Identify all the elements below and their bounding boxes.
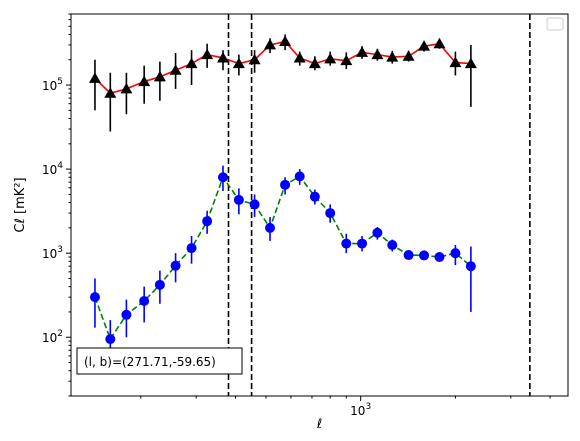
annotation-text: (l, b)=(271.71,-59.65)	[84, 355, 216, 369]
y-axis-label: Cℓ [mK²]	[13, 177, 28, 232]
data-point	[248, 53, 261, 65]
data-point	[249, 199, 260, 210]
x-tick-label: 103	[350, 402, 371, 418]
data-point	[434, 252, 445, 263]
data-point	[372, 227, 383, 238]
legend-box	[546, 17, 564, 31]
data-point	[433, 37, 446, 49]
data-point	[138, 75, 151, 87]
data-point	[280, 179, 291, 190]
data-point	[233, 194, 244, 205]
data-point	[419, 250, 430, 261]
data-point	[105, 334, 116, 345]
data-point	[264, 38, 277, 50]
y-tick-label: 104	[42, 161, 63, 177]
data-point	[169, 64, 182, 75]
data-point	[216, 51, 229, 63]
data-point	[402, 50, 415, 61]
data-point	[88, 72, 101, 83]
series-1	[89, 165, 476, 371]
y-tick-label: 103	[42, 245, 63, 261]
data-point	[357, 238, 368, 249]
axis-ticks: 102 103 104 105 103	[42, 13, 551, 418]
data-point	[153, 70, 166, 82]
data-point	[265, 222, 276, 233]
data-point	[325, 208, 336, 219]
data-point	[139, 295, 150, 306]
data-point	[449, 56, 462, 68]
data-point	[341, 238, 352, 249]
data-point	[154, 279, 165, 290]
data-point	[185, 57, 198, 69]
data-point	[89, 292, 100, 303]
series-layer	[88, 34, 477, 371]
data-point	[294, 171, 305, 182]
data-point	[464, 57, 477, 69]
data-point	[232, 57, 245, 69]
data-point	[170, 260, 181, 271]
data-point	[356, 46, 369, 57]
data-point	[340, 54, 353, 66]
data-point	[450, 248, 461, 259]
series-line	[94, 175, 472, 341]
data-point	[308, 57, 321, 69]
annotation-box	[76, 347, 243, 375]
data-point	[465, 261, 476, 272]
vertical-reference-lines	[227, 14, 531, 396]
data-point	[120, 82, 133, 94]
y-tick-label: 105	[42, 77, 63, 93]
data-point	[186, 243, 197, 254]
data-point	[387, 240, 398, 251]
data-point	[104, 87, 117, 98]
plot-frame	[70, 13, 569, 397]
data-point	[371, 48, 384, 60]
data-point	[293, 51, 306, 63]
data-point	[418, 40, 431, 51]
series-0	[88, 34, 477, 132]
data-point	[217, 172, 228, 183]
series-line	[94, 40, 471, 95]
data-point	[202, 216, 213, 227]
data-point	[386, 51, 399, 62]
data-point	[324, 52, 337, 64]
data-point	[121, 309, 132, 320]
data-point	[279, 35, 292, 46]
x-axis-label: ℓ	[316, 417, 322, 432]
y-tick-label: 102	[42, 329, 63, 345]
data-point	[201, 48, 214, 60]
data-point	[309, 191, 320, 202]
data-point	[403, 250, 414, 261]
